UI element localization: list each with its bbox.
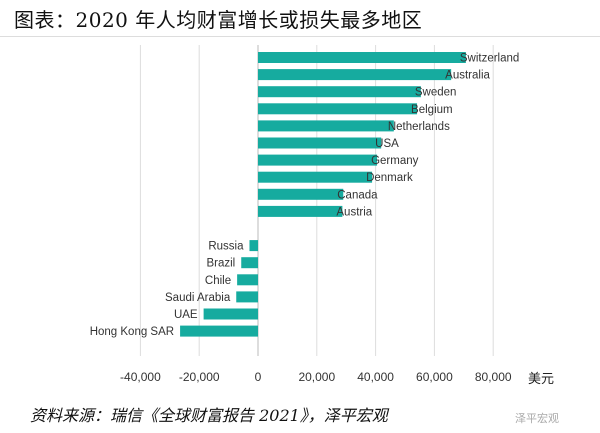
bar-label: Austria <box>336 206 372 218</box>
title-divider <box>0 36 600 37</box>
bar <box>258 103 418 115</box>
x-tick-label: 60,000 <box>416 370 453 384</box>
bar-label: Germany <box>371 155 419 167</box>
bar-label: Canada <box>337 189 378 201</box>
x-tick-label: 80,000 <box>475 370 512 384</box>
x-tick-label: -20,000 <box>179 370 220 384</box>
bar-label: Netherlands <box>388 121 450 133</box>
bar-label: USA <box>375 138 399 150</box>
bar <box>203 308 258 320</box>
bar-label: Russia <box>208 241 244 253</box>
bar-label: Australia <box>445 70 490 82</box>
x-tick-label: 0 <box>255 370 262 384</box>
bar <box>237 274 258 286</box>
x-tick-label: 20,000 <box>298 370 335 384</box>
bar <box>180 325 258 337</box>
bar-label: Belgium <box>411 104 453 116</box>
source-note: 资料来源：瑞信《全球财富报告 2021》，泽平宏观 <box>30 406 388 425</box>
bar <box>258 52 466 63</box>
bar <box>258 120 394 132</box>
chart-title: 图表：2020 年人均财富增长或损失最多地区 <box>14 8 423 32</box>
bar-label: Hong Kong SAR <box>90 326 174 338</box>
bar <box>258 154 378 166</box>
bar-label: Sweden <box>415 87 457 99</box>
bar <box>241 257 258 269</box>
bar <box>258 188 344 200</box>
bar-label: Chile <box>205 275 231 287</box>
bar-label: Saudi Arabia <box>165 292 231 304</box>
bar-label: UAE <box>174 309 198 321</box>
bar <box>249 240 258 252</box>
bar-label: Switzerland <box>460 53 519 65</box>
bar <box>258 137 382 149</box>
x-tick-label: 40,000 <box>357 370 394 384</box>
bar <box>236 291 258 303</box>
x-axis-unit: 美元 <box>528 372 555 387</box>
bar-label: Brazil <box>206 258 235 270</box>
watermark: 泽平宏观 <box>515 413 559 425</box>
bar <box>258 69 452 81</box>
bar <box>258 171 373 183</box>
x-tick-label: -40,000 <box>120 370 161 384</box>
bar <box>258 205 343 217</box>
bar <box>258 86 421 98</box>
bar-label: Denmark <box>366 172 413 184</box>
